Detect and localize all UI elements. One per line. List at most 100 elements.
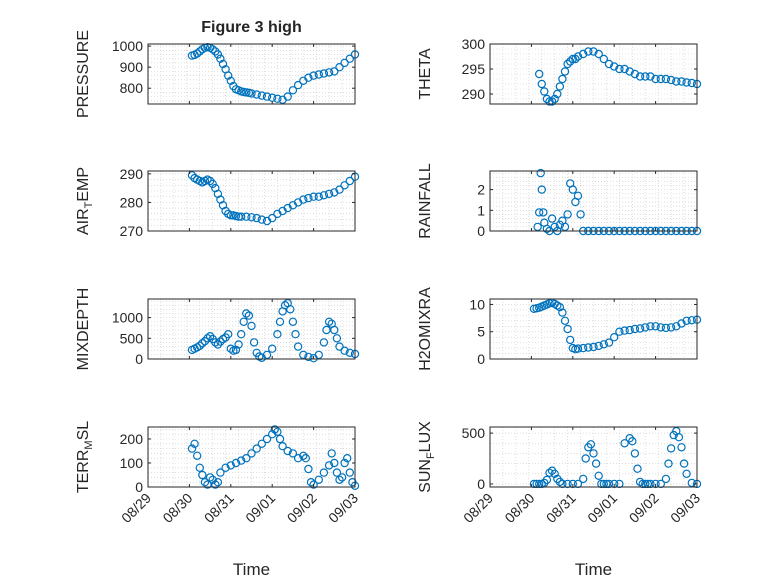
data-point: [218, 59, 228, 69]
data-point: [666, 444, 676, 453]
x-axis-label: Time: [233, 560, 270, 579]
y-tick-label: 1000: [112, 310, 143, 326]
data-point: [236, 212, 246, 221]
data-point: [679, 459, 689, 468]
y-tick-label: 290: [120, 166, 144, 182]
data-point: [635, 72, 645, 81]
series-markers: [187, 425, 360, 490]
y-tick-label: 300: [462, 36, 486, 52]
y-tick-label: 2: [477, 182, 485, 198]
y-tick-label: 1: [477, 202, 485, 218]
data-point: [545, 97, 554, 106]
data-point: [586, 440, 596, 449]
data-point: [651, 74, 660, 84]
data-point: [319, 468, 329, 477]
data-point: [594, 49, 603, 59]
data-point: [332, 468, 342, 477]
data-point: [630, 449, 640, 458]
data-point: [599, 340, 609, 349]
axes-box: [489, 170, 698, 232]
series-markers: [187, 298, 360, 363]
y-axis-label: PRESSURE: [75, 30, 92, 118]
subplot-4: 0 1 2 RAINFALL: [417, 163, 702, 239]
data-point: [537, 79, 547, 89]
data-point: [563, 210, 572, 219]
data-point: [304, 352, 313, 362]
data-point: [542, 224, 552, 234]
x-axis-label: Time: [575, 560, 612, 579]
grid-lines: [489, 298, 698, 360]
data-point: [252, 90, 261, 99]
subplot-6: 0 5 10 H2OMIXRA: [417, 287, 702, 371]
y-tick-label: 280: [120, 194, 144, 210]
data-point: [563, 59, 572, 69]
data-point: [651, 322, 660, 331]
data-point: [558, 308, 567, 317]
data-point: [236, 330, 246, 339]
data-point: [664, 459, 673, 468]
data-point: [672, 77, 681, 86]
data-point: [646, 322, 655, 331]
data-point: [226, 461, 235, 470]
data-point: [213, 50, 223, 59]
series-markers: [535, 47, 702, 106]
data-point: [646, 72, 655, 81]
y-tick-label: 0: [477, 476, 485, 492]
grid-lines: [147, 44, 356, 104]
data-point: [335, 185, 344, 194]
data-point: [340, 458, 349, 468]
data-point: [558, 74, 567, 84]
y-axis-label: TERRMSL: [75, 421, 95, 493]
axes-box: [147, 298, 356, 360]
subplot-3: 270 280 290 AIRTEMP: [75, 166, 360, 239]
data-point: [579, 474, 588, 484]
y-tick-label: 290: [462, 86, 486, 102]
data-point: [273, 94, 282, 103]
subplot-2: 290 295 300 THETA: [417, 36, 702, 106]
y-tick-label: 900: [120, 59, 144, 75]
y-tick-label: 295: [462, 61, 486, 77]
data-point: [216, 337, 225, 346]
data-point: [275, 434, 285, 444]
y-tick-label: 0: [135, 479, 143, 495]
data-point: [566, 335, 575, 345]
y-axis-label: AIRTEMP: [75, 167, 95, 235]
data-point: [257, 91, 266, 100]
data-point: [275, 317, 285, 326]
data-point: [314, 70, 323, 79]
data-point: [635, 324, 645, 333]
data-point: [330, 325, 339, 335]
data-point: [594, 471, 603, 480]
data-point: [330, 458, 339, 468]
chart-title: Figure 3 high: [201, 19, 301, 36]
data-point: [327, 449, 336, 458]
data-point: [273, 427, 282, 436]
data-point: [280, 301, 290, 310]
grid-lines: [489, 43, 698, 105]
data-point: [278, 442, 287, 451]
data-point: [262, 434, 272, 444]
data-point: [337, 473, 347, 482]
data-point: [257, 439, 266, 448]
data-point: [257, 215, 266, 224]
data-point: [550, 94, 559, 104]
data-point: [641, 323, 650, 332]
data-point: [330, 67, 339, 76]
data-point: [579, 49, 588, 59]
data-point: [345, 54, 354, 63]
axes-box: [489, 43, 698, 105]
data-point: [633, 464, 642, 473]
grid-lines: [147, 299, 356, 360]
data-point: [213, 478, 223, 487]
data-point: [268, 430, 277, 439]
data-point: [301, 454, 310, 463]
data-point: [345, 348, 354, 357]
data-point: [211, 338, 220, 347]
data-point: [208, 475, 217, 484]
data-point: [192, 49, 202, 58]
data-point: [319, 338, 329, 347]
y-tick-label: 10: [469, 296, 485, 312]
data-point: [324, 189, 334, 199]
data-point: [231, 458, 241, 468]
data-point: [535, 69, 544, 79]
